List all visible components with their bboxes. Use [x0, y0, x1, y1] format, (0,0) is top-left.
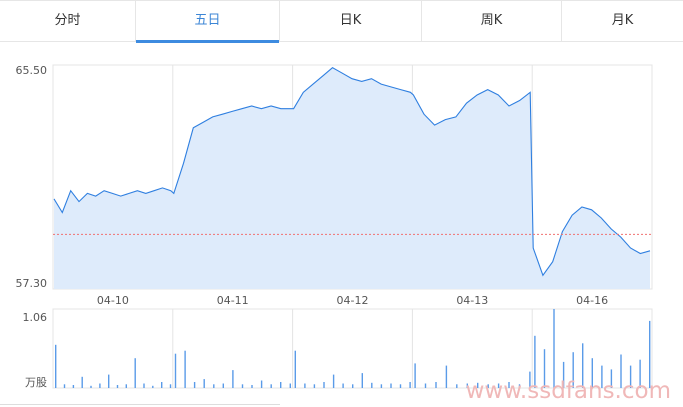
date-label: 04-16	[576, 294, 608, 307]
date-label: 04-11	[217, 294, 249, 307]
volume-bar	[371, 382, 373, 388]
volume-bar	[543, 349, 546, 388]
volume-bar	[639, 359, 641, 388]
volume-bar	[304, 383, 306, 388]
volume-bar	[414, 363, 416, 388]
volume-bars	[55, 309, 651, 388]
volume-bar	[572, 352, 574, 388]
date-label: 04-10	[97, 294, 129, 307]
volume-bar	[529, 371, 531, 388]
volume-bar	[601, 365, 603, 388]
volume-tick-max: 1.06	[23, 311, 48, 324]
volume-bar	[313, 384, 316, 388]
date-label: 04-13	[456, 294, 488, 307]
volume-bar	[241, 384, 244, 388]
volume-bar	[508, 382, 510, 388]
tab-daily-k[interactable]: 日K	[280, 1, 422, 42]
volume-bar	[63, 384, 66, 388]
volume-bar	[81, 376, 83, 388]
volume-bar	[487, 384, 489, 388]
volume-bar	[390, 383, 392, 388]
volume-bar	[424, 383, 427, 388]
volume-bar	[553, 309, 555, 388]
volume-bar	[184, 350, 186, 388]
volume-unit-label: 万股	[25, 376, 47, 389]
tab-intraday[interactable]: 分时	[0, 1, 136, 42]
volume-bar	[72, 385, 75, 388]
volume-bar	[203, 379, 205, 388]
volume-bar	[280, 382, 282, 388]
volume-bar	[435, 382, 437, 388]
volume-bar	[342, 383, 344, 388]
volume-bar	[143, 383, 145, 388]
volume-bar	[649, 320, 651, 388]
volume-bar	[213, 384, 215, 388]
volume-bar	[134, 358, 136, 388]
volume-bar	[610, 369, 613, 388]
price-area	[54, 67, 650, 289]
period-tabs: 分时 五日 日K 周K 月K	[0, 0, 683, 43]
volume-bar	[251, 385, 253, 388]
volume-bar	[152, 385, 154, 388]
volume-bar	[294, 350, 296, 388]
volume-bar	[99, 383, 101, 388]
volume-bar	[466, 383, 468, 388]
volume-bar	[323, 382, 325, 388]
watermark: www.ssdfans.com	[465, 378, 671, 404]
volume-bar	[477, 382, 479, 388]
volume-bar	[193, 382, 196, 388]
volume-bar	[582, 343, 584, 388]
volume-bar	[289, 383, 291, 388]
volume-grid	[52, 308, 653, 389]
tab-weekly-k[interactable]: 周K	[422, 1, 562, 42]
volume-bar	[399, 384, 402, 388]
volume-bar	[620, 354, 622, 388]
volume-frame	[52, 308, 653, 389]
volume-bar	[108, 374, 110, 388]
tab-five-day[interactable]: 五日	[136, 1, 280, 43]
volume-bar	[270, 384, 272, 388]
date-label: 04-12	[337, 294, 369, 307]
volume-bar	[222, 383, 224, 388]
volume-bar	[174, 353, 177, 388]
volume-bar	[125, 384, 127, 388]
price-tick-min: 57.30	[16, 277, 48, 290]
volume-bar	[591, 358, 593, 388]
date-labels: 04-10 04-11 04-12 04-13 04-16	[97, 294, 608, 307]
volume-bar	[456, 384, 458, 388]
footer-divider	[0, 404, 280, 405]
volume-bar	[352, 384, 354, 388]
volume-bar	[380, 384, 383, 388]
tab-monthly-k[interactable]: 月K	[611, 13, 634, 28]
volume-bar	[55, 344, 57, 388]
volume-bar	[497, 383, 500, 388]
volume-bar	[90, 385, 92, 388]
price-line	[53, 67, 651, 277]
price-tick-max: 65.50	[16, 64, 48, 77]
volume-bar	[445, 365, 448, 388]
volume-bar	[562, 361, 565, 388]
volume-bar	[169, 384, 172, 388]
volume-bar	[361, 373, 363, 388]
volume-bar	[232, 370, 234, 388]
volume-bar	[409, 382, 411, 388]
volume-bar	[161, 382, 163, 388]
volume-bar	[518, 384, 521, 388]
volume-bar	[332, 374, 335, 388]
volume-bar	[534, 335, 536, 388]
volume-bar	[629, 365, 632, 388]
volume-bar	[116, 385, 119, 388]
volume-bar	[260, 380, 263, 388]
